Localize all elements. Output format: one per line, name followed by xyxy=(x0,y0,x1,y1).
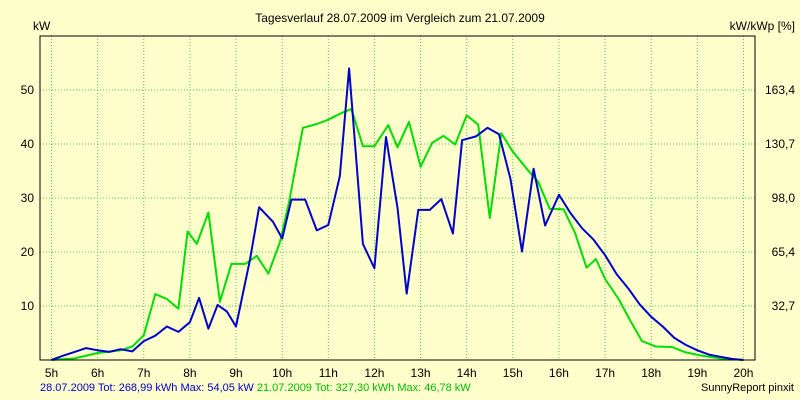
x-tick-label: 9h xyxy=(229,366,242,380)
series-line-21.07.2009 xyxy=(51,107,744,361)
chart-title: Tagesverlauf 28.07.2009 im Vergleich zum… xyxy=(255,11,545,25)
y2-tick-label: 130,7 xyxy=(765,137,795,151)
y-tick-label: 10 xyxy=(21,299,35,313)
series-lines xyxy=(51,67,744,361)
y-tick-label: 40 xyxy=(21,137,35,151)
x-tick-label: 6h xyxy=(91,366,104,380)
x-tick-label: 10h xyxy=(272,366,292,380)
x-tick-label: 19h xyxy=(687,366,707,380)
x-tick-label: 15h xyxy=(503,366,523,380)
legend-series-2: 21.07.2009 Tot: 327,30 kWh Max: 46,78 kW xyxy=(256,382,471,394)
x-tick-label: 18h xyxy=(641,366,661,380)
x-tick-label: 11h xyxy=(319,366,338,380)
x-tick-label: 12h xyxy=(364,366,384,380)
y-axis-label: kW xyxy=(33,19,51,33)
x-tick-label: 20h xyxy=(733,366,753,380)
legend-series-1: 28.07.2009 Tot: 268,99 kWh Max: 54,05 kW xyxy=(40,382,254,394)
y2-tick-label: 65,4 xyxy=(772,245,796,259)
series-line-28.07.2009 xyxy=(51,67,744,361)
y-tick-label: 30 xyxy=(21,191,35,205)
footer-legend: 28.07.2009 Tot: 268,99 kWh Max: 54,05 kW… xyxy=(40,382,471,394)
x-tick-label: 8h xyxy=(183,366,196,380)
y-tick-label: 50 xyxy=(21,83,35,97)
grid xyxy=(40,36,755,360)
credit-text: SunnyReport pinxit xyxy=(701,382,794,394)
y2-tick-label: 163,4 xyxy=(765,83,795,97)
y2-tick-label: 32,7 xyxy=(772,299,796,313)
y2-tick-label: 98,0 xyxy=(772,191,796,205)
plot-frame xyxy=(39,35,756,361)
x-tick-label: 13h xyxy=(411,366,431,380)
y-tick-label: 20 xyxy=(21,245,35,259)
x-tick-label: 16h xyxy=(549,366,569,380)
y2-axis-label: kW/kWp [%] xyxy=(730,19,795,33)
x-tick-label: 17h xyxy=(595,366,615,380)
x-tick-label: 14h xyxy=(457,366,477,380)
tick-labels: 5h 6h 7h 8h 9h 10h 11h 12h 13h 14h 15h 16h 17h 18h 19h… xyxy=(21,83,796,380)
x-tick-label: 5h xyxy=(45,366,58,380)
x-tick-label: 7h xyxy=(137,366,150,380)
